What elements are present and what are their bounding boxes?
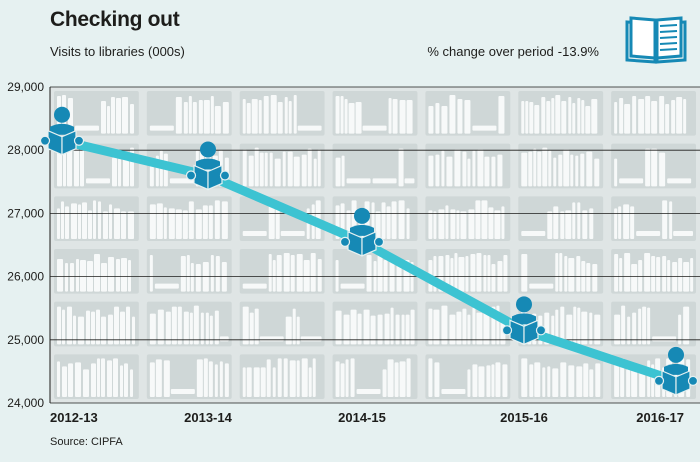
chart-subtitle: Visits to libraries (000s)	[50, 44, 185, 59]
x-tick-label: 2015-16	[500, 410, 548, 425]
y-tick-label: 24,000	[7, 396, 44, 410]
data-point-reader-icon	[185, 141, 231, 191]
y-tick-label: 29,000	[7, 80, 44, 94]
y-tick-label: 26,000	[7, 270, 44, 284]
chart-title: Checking out	[50, 8, 180, 31]
data-point-reader-icon	[339, 207, 385, 257]
x-axis-labels: 2012-13 2013-14 2014-15 2015-16 2016-17	[50, 410, 684, 425]
data-point-reader-icon	[39, 106, 85, 156]
change-label: % change over period	[427, 44, 554, 59]
y-axis-labels: 24,000 25,000 26,000 27,000 28,000 29,000	[7, 80, 44, 410]
x-tick-label: 2012-13	[50, 410, 98, 425]
x-tick-label: 2013-14	[184, 410, 232, 425]
change-value: -13.9%	[557, 44, 599, 59]
data-point-reader-icon	[653, 346, 699, 396]
data-point-reader-icon	[501, 296, 547, 346]
change-annotation: % change over period -13.9%	[427, 44, 603, 59]
source-note: Source: CIPFA	[50, 436, 123, 448]
y-tick-label: 28,000	[7, 143, 44, 157]
open-book-icon	[625, 16, 687, 64]
y-tick-label: 25,000	[7, 333, 44, 347]
x-tick-label: 2016-17	[636, 410, 684, 425]
visits-series	[39, 106, 699, 396]
x-tick-label: 2014-15	[338, 410, 386, 425]
y-tick-label: 27,000	[7, 206, 44, 220]
